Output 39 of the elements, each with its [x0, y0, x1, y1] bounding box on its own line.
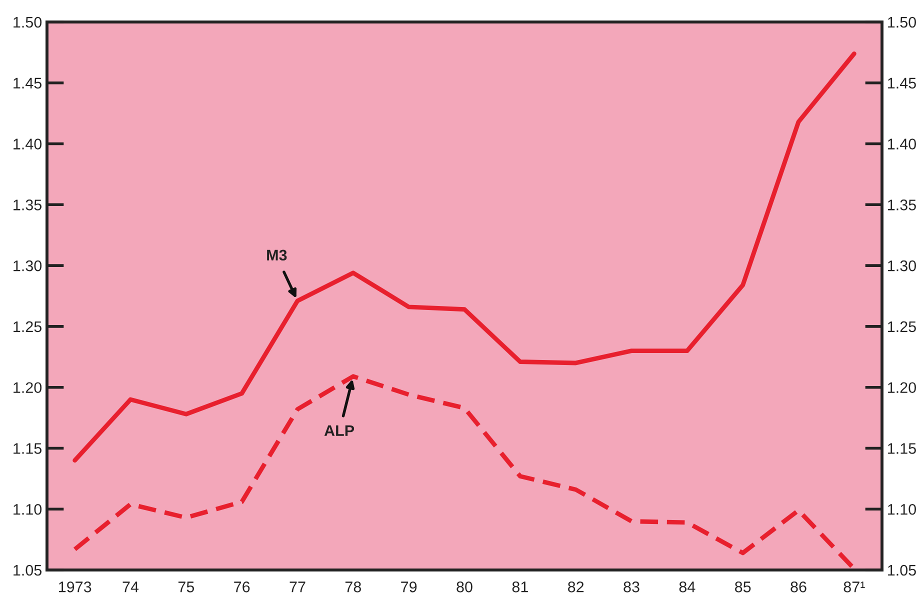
x-tick-label: 82 [568, 582, 584, 592]
y2-tick-label: 1.10 [888, 504, 916, 515]
y-tick-label: 1.25 [14, 321, 42, 332]
annotation: ALP [324, 425, 354, 436]
y-tick-label: 1.15 [14, 443, 42, 454]
x-tick-label: 85 [735, 582, 751, 592]
y-tick-label: 1.50 [14, 16, 42, 28]
y-tick-label: 1.35 [14, 200, 42, 210]
y2-tick-label: 1.45 [888, 78, 916, 89]
line-series [72, 374, 856, 570]
x-tick-label: 74 [122, 582, 139, 592]
x-tick-label: 87¹ [844, 582, 865, 592]
x-tick-label: 86 [790, 582, 806, 592]
y2-tick-label: 1.35 [888, 200, 916, 210]
y-tick-label: 1.10 [14, 504, 42, 515]
y-tick-label: 1.20 [14, 382, 42, 394]
y2-tick-label: 1.20 [888, 382, 916, 394]
x-tick-label: 77 [290, 582, 306, 592]
y2-tick-label: 1.40 [888, 138, 916, 150]
y-tick-label: 1.45 [14, 78, 42, 89]
y-tick-label: 1.40 [14, 138, 42, 150]
x-tick-label: 75 [178, 582, 194, 592]
x-tick-label: 78 [345, 582, 361, 592]
x-tick-label: 76 [234, 582, 250, 592]
y2-tick-label: 1.15 [888, 443, 916, 454]
y-tick-label: 1.05 [14, 564, 42, 576]
x-tick-label: 1973 [59, 582, 92, 592]
y2-tick-label: 1.05 [888, 564, 916, 576]
x-tick-label: 80 [456, 582, 472, 592]
y2-tick-label: 1.30 [888, 260, 916, 272]
x-tick-label: 81 [512, 582, 528, 592]
x-tick-label: 79 [401, 582, 417, 592]
y2-tick-label: 1.50 [888, 16, 916, 28]
annotation: M3 [267, 250, 287, 261]
y-tick-label: 1.30 [14, 260, 42, 272]
y2-tick-label: 1.25 [888, 321, 916, 332]
line-series [72, 51, 856, 463]
x-tick-label: 83 [624, 582, 640, 592]
x-tick-label: 84 [679, 582, 696, 592]
